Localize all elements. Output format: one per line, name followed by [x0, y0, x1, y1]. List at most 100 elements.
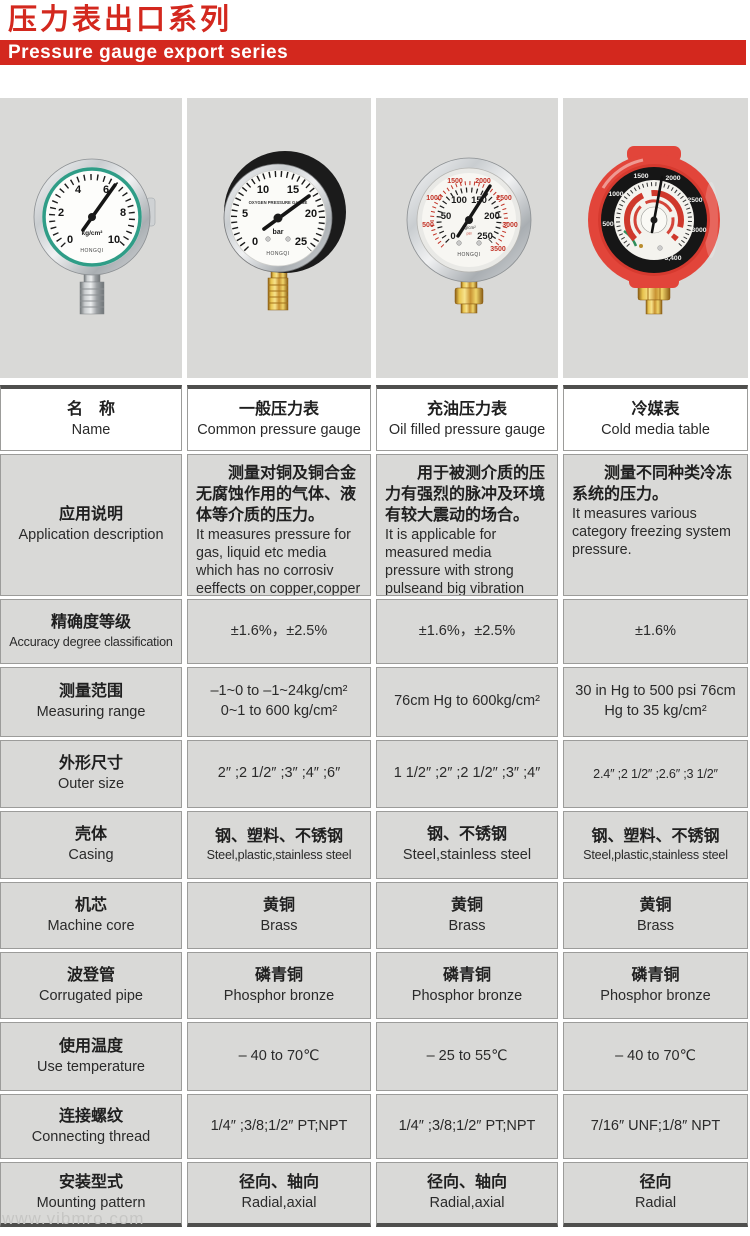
spec-table: 名 称 Name 一般压力表 Common pressure gauge 充油压… [0, 385, 750, 1227]
svg-text:2500: 2500 [496, 195, 512, 202]
brand-label: HONGQI [80, 248, 103, 254]
watermark: www.vibmro.com [2, 1209, 145, 1228]
psi-scale-numbers: 500 1000 1500 2000 2500 3000 3500 [422, 178, 518, 253]
svg-text:3000: 3000 [502, 222, 518, 229]
photo-cold-media-gauge: 500 1000 1500 2000 2500 3000 3,400 [563, 98, 748, 378]
dial-ticks [231, 170, 325, 252]
product-photo-strip: 0 2 4 6 8 10 kg/cm² HONGQI [0, 98, 750, 378]
dial-numbers: 0 5 10 15 20 25 [242, 184, 317, 248]
gauge-needle [81, 183, 117, 232]
svg-text:100: 100 [451, 195, 467, 206]
row-label-mounting: 安装型式 Mounting pattern [0, 1162, 182, 1227]
svg-text:3,400: 3,400 [664, 255, 681, 262]
cell-temperature-common: – 40 to 70℃ [187, 1022, 371, 1091]
svg-text:0: 0 [67, 234, 73, 246]
svg-text:15: 15 [287, 184, 299, 196]
svg-text:1500: 1500 [447, 178, 463, 185]
svg-text:25: 25 [295, 236, 307, 248]
row-label-casing: 壳体 Casing [0, 811, 182, 879]
cold-media-gauge-illustration: 500 1000 1500 2000 2500 3000 3,400 [588, 146, 720, 315]
cell-size-cold: 2.4″ ;2 1/2″ ;2.6″ ;3 1/2″ [563, 740, 748, 808]
photo-oxygen-pressure-gauge: 0 5 10 15 20 25 OXYGEN PRESSURE GAUGE ba… [187, 98, 371, 378]
needle-hub [88, 213, 96, 221]
row-label-size: 外形尺寸 Outer size [0, 740, 182, 808]
row-label-range: 测量范围 Measuring range [0, 667, 182, 737]
svg-text:0: 0 [252, 236, 258, 248]
cell-range-common: –1~0 to –1~24kg/cm² 0~1 to 600 kg/cm² [187, 667, 371, 737]
row-label-core: 机芯 Machine core [0, 882, 182, 949]
cell-accuracy-oil: ±1.6%，±2.5% [376, 599, 558, 664]
cell-pipe-common: 磷青铜 Phosphor bronze [187, 952, 371, 1019]
cell-casing-oil: 钢、不锈钢 Steel,stainless steel [376, 811, 558, 879]
svg-text:1000: 1000 [608, 191, 623, 198]
cell-size-oil: 1 1/2″ ;2″ ;2 1/2″ ;3″ ;4″ [376, 740, 558, 808]
needle-hub [273, 213, 283, 223]
gauge-threaded-stem [79, 281, 105, 315]
page-title: 压力表出口系列 [8, 4, 233, 36]
dial-unit: kg/cm² [82, 230, 104, 237]
needle-hub [465, 216, 473, 224]
svg-text:200: 200 [484, 211, 500, 222]
cell-casing-cold: 钢、塑料、不锈钢 Steel,plastic,stainless steel [563, 811, 748, 879]
dial-unit: kg/cm² [462, 225, 476, 230]
brand-label: HONGQI [266, 251, 289, 257]
svg-text:1500: 1500 [633, 173, 648, 180]
svg-text:2500: 2500 [687, 197, 702, 204]
dial-unit: bar [273, 229, 284, 236]
cell-mounting-cold: 径向 Radial [563, 1162, 748, 1227]
dial-screw [657, 245, 663, 251]
gauge-needle [456, 184, 492, 238]
cell-application-oil: 用于被测介质的压力有强烈的脉冲及环境有较大震动的场合。 It is applic… [376, 454, 558, 596]
cell-thread-oil: 1/4″ ;3/8;1/2″ PT;NPT [376, 1094, 558, 1159]
cell-core-oil: 黄铜 Brass [376, 882, 558, 949]
svg-text:2: 2 [58, 207, 64, 219]
cell-pipe-cold: 磷青铜 Phosphor bronze [563, 952, 748, 1019]
dial-screw [285, 236, 291, 242]
row-label-application: 应用说明 Application description [0, 454, 182, 596]
svg-text:1000: 1000 [426, 195, 442, 202]
stem-hex-nut [454, 287, 484, 305]
red-scale-band [624, 190, 684, 242]
cell-thread-common: 1/4″ ;3/8;1/2″ PT;NPT [187, 1094, 371, 1159]
cell-thread-cold: 7/16″ UNF;1/8″ NPT [563, 1094, 748, 1159]
row-label-pipe: 波登管 Corrugated pipe [0, 952, 182, 1019]
cell-core-cold: 黄铜 Brass [563, 882, 748, 949]
svg-text:10: 10 [257, 184, 269, 196]
dial-screw [456, 240, 462, 246]
brand-label: HONGQI [457, 252, 480, 258]
cell-temperature-oil: – 25 to 55℃ [376, 1022, 558, 1091]
cell-name-oil: 充油压力表 Oil filled pressure gauge [376, 385, 558, 451]
red-inner-arc [633, 199, 675, 235]
svg-text:2000: 2000 [475, 178, 491, 185]
common-pressure-gauge-illustration: 0 2 4 6 8 10 kg/cm² HONGQI [33, 158, 156, 315]
dial-numbers: 0 2 4 6 8 10 [58, 184, 126, 246]
svg-text:3000: 3000 [691, 227, 706, 234]
cell-name-cold: 冷媒表 Cold media table [563, 385, 748, 451]
oxygen-pressure-gauge-illustration: 0 5 10 15 20 25 OXYGEN PRESSURE GAUGE ba… [223, 151, 346, 311]
needle-hub [650, 216, 658, 224]
cell-casing-common: 钢、塑料、不锈钢 Steel,plastic,stainless steel [187, 811, 371, 879]
photo-oil-filled-pressure-gauge: 500 1000 1500 2000 2500 3000 3500 0 50 1… [376, 98, 558, 378]
cell-name-common: 一般压力表 Common pressure gauge [187, 385, 371, 451]
svg-text:0: 0 [450, 231, 455, 242]
dial-unit-psi: psi [466, 231, 471, 236]
cell-mounting-oil: 径向、轴向 Radial,axial [376, 1162, 558, 1227]
svg-text:6: 6 [103, 184, 109, 196]
cell-core-common: 黄铜 Brass [187, 882, 371, 949]
banner-subtitle: Pressure gauge export series [8, 42, 289, 63]
cell-mounting-common: 径向、轴向 Radial,axial [187, 1162, 371, 1227]
row-label-name: 名 称 Name [0, 385, 182, 451]
cell-accuracy-common: ±1.6%，±2.5% [187, 599, 371, 664]
gauge-needle [262, 194, 311, 231]
red-banner: Pressure gauge export series [0, 40, 746, 65]
row-label-temperature: 使用温度 Use temperature [0, 1022, 182, 1091]
cell-temperature-cold: – 40 to 70℃ [563, 1022, 748, 1091]
svg-text:500: 500 [422, 222, 434, 229]
dial-screw [476, 240, 482, 246]
boot-highlight [601, 158, 644, 189]
dial-screw [265, 236, 271, 242]
cell-range-oil: 76cm Hg to 600kg/cm² [376, 667, 558, 737]
ring-scale-numbers: 500 1000 1500 2000 2500 3000 3,400 [602, 173, 706, 262]
photo-common-pressure-gauge: 0 2 4 6 8 10 kg/cm² HONGQI [0, 98, 182, 378]
